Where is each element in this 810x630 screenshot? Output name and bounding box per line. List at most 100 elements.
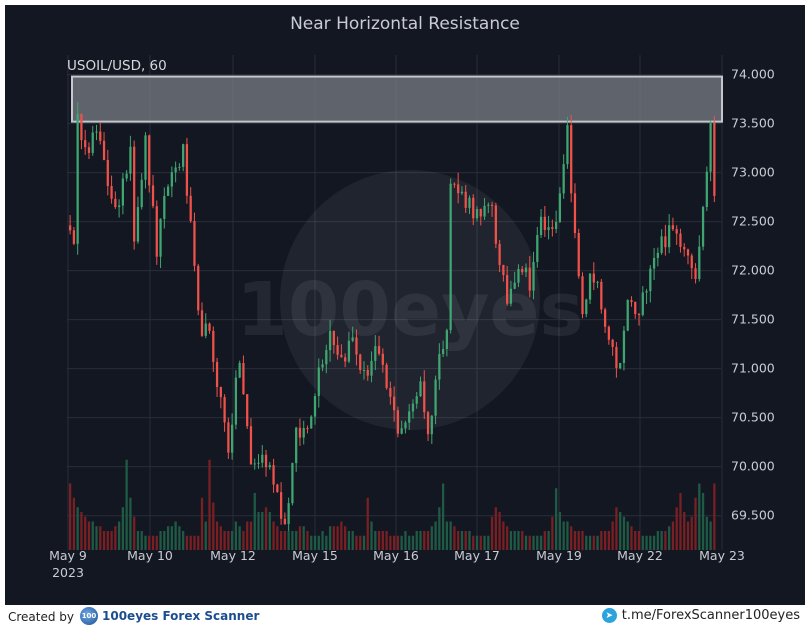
telegram-link[interactable]: t.me/ForexScanner100eyes	[621, 608, 800, 623]
candle-body	[573, 193, 577, 233]
candle-body	[483, 205, 486, 217]
candle-body	[607, 326, 611, 340]
volume-bar	[668, 526, 671, 550]
x-tick-label: May 19	[536, 548, 582, 563]
candle-body	[487, 204, 490, 206]
candle-body	[596, 281, 599, 283]
candle-body	[219, 386, 222, 398]
candle-body	[212, 330, 215, 362]
candle-body	[649, 268, 652, 292]
volume-bar	[517, 531, 520, 550]
volume-bar	[577, 531, 580, 550]
volume-bar	[713, 483, 716, 550]
volume-bar	[389, 535, 392, 550]
volume-bar	[434, 521, 437, 550]
candle-body	[117, 205, 121, 208]
brand[interactable]: 100 100eyes Forex Scanner	[80, 607, 259, 625]
candle-body	[151, 185, 155, 207]
candle-body	[351, 337, 354, 341]
volume-bar	[287, 531, 290, 550]
candle-body	[393, 396, 396, 411]
volume-bar	[159, 531, 162, 550]
candle-body	[287, 503, 290, 525]
volume-bar	[370, 521, 373, 550]
volume-bar	[91, 521, 94, 550]
volume-bar	[430, 526, 433, 550]
volume-bar	[99, 526, 102, 550]
candle-body	[215, 361, 219, 387]
candle-body	[144, 135, 147, 180]
candle-body	[396, 410, 400, 434]
volume-bar	[671, 521, 675, 550]
candle-body	[159, 218, 162, 257]
candle-body	[234, 377, 238, 425]
volume-bar	[615, 507, 618, 550]
candle-body	[562, 164, 565, 194]
volume-bar	[449, 521, 452, 550]
candle-body	[136, 207, 140, 242]
volume-bar	[366, 497, 369, 550]
candle-body	[566, 125, 569, 165]
volume-bar	[558, 512, 562, 550]
volume-bar	[200, 497, 204, 550]
brand-name: 100eyes Forex Scanner	[102, 609, 260, 623]
candle-body	[694, 268, 697, 280]
candle-body	[438, 354, 441, 380]
volume-bar	[84, 516, 87, 550]
candle-body	[532, 261, 535, 291]
volume-bar	[468, 531, 471, 550]
volume-bar	[400, 535, 403, 550]
candle-body	[99, 131, 102, 141]
candle-body	[698, 246, 701, 280]
telegram-link-group[interactable]: ➤ t.me/ForexScanner100eyes	[601, 608, 800, 623]
volume-bars	[69, 459, 716, 550]
volume-bar	[344, 526, 347, 550]
candle-body	[163, 195, 166, 219]
volume-bar	[641, 535, 644, 550]
volume-bar	[494, 507, 497, 550]
volume-bar	[509, 531, 513, 550]
volume-bar	[521, 531, 524, 550]
volume-bar	[607, 531, 611, 550]
candle-body	[76, 113, 79, 244]
candle-body	[249, 426, 253, 465]
candle-body	[419, 381, 422, 397]
candle-body	[460, 191, 464, 194]
volume-bar	[253, 493, 256, 550]
volume-bar	[148, 535, 151, 550]
candle-body	[588, 273, 592, 300]
volume-bar	[242, 531, 245, 550]
candle-body	[355, 337, 358, 355]
volume-bar	[321, 531, 324, 550]
x-axis-ticks: May 9 May 10 May 12 May 15 May 16 May 17 May 1…	[49, 548, 745, 563]
candle-body	[468, 197, 471, 208]
candle-body	[87, 147, 91, 153]
volume-bar	[87, 521, 91, 550]
y-tick-label: 70.000	[731, 459, 775, 474]
resistance-zone-box	[71, 75, 723, 123]
candle-body	[453, 183, 456, 185]
volume-bar	[649, 535, 652, 550]
candle-body	[261, 454, 264, 463]
y-tick-label: 69.500	[731, 508, 775, 523]
candle-body	[671, 225, 675, 230]
volume-bar	[246, 521, 249, 550]
y-tick-label: 72.500	[731, 214, 775, 229]
volume-bar	[238, 526, 241, 550]
volume-bar	[276, 526, 279, 550]
candle-body	[246, 394, 249, 427]
candle-body	[626, 300, 629, 331]
x-tick-label: May 12	[210, 548, 256, 563]
volume-bar	[415, 531, 418, 550]
candle-body	[72, 230, 76, 244]
candle-body	[585, 299, 588, 315]
volume-bar	[234, 521, 238, 550]
volume-bar	[178, 526, 181, 550]
candle-body	[570, 125, 573, 194]
volume-bar	[197, 535, 200, 550]
volume-bar	[438, 507, 441, 550]
candle-body	[679, 233, 682, 247]
candle-body	[129, 146, 132, 174]
volume-bar	[683, 512, 686, 550]
candle-body	[238, 363, 241, 378]
